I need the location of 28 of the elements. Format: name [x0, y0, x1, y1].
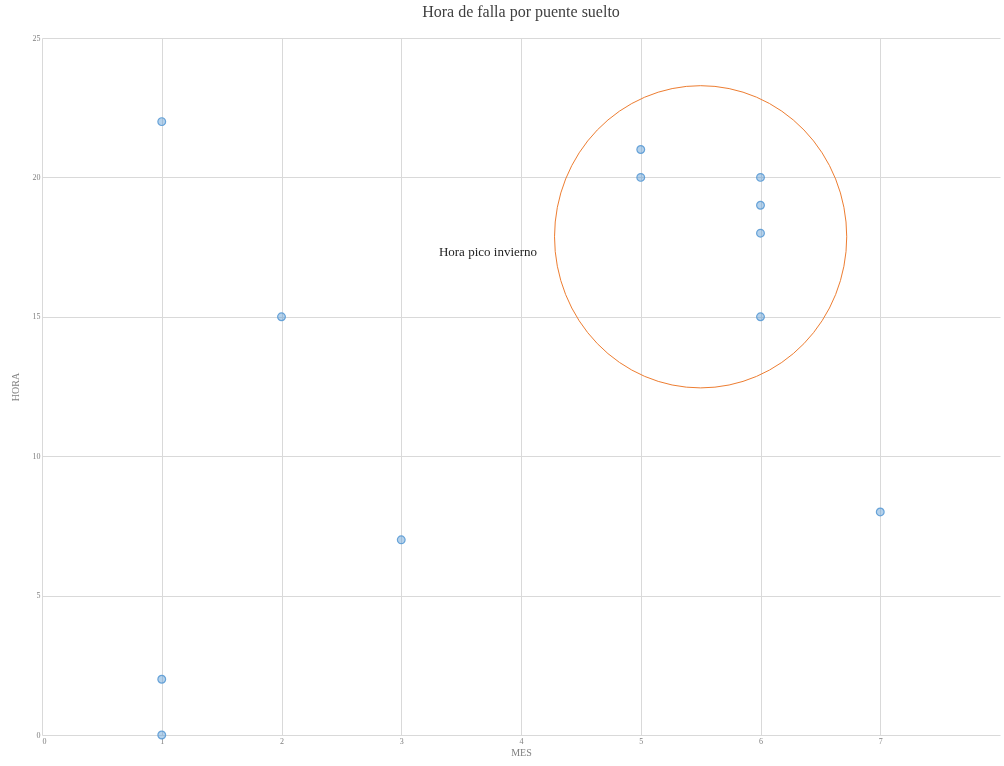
x-tick-label: 5	[639, 736, 644, 746]
point	[157, 674, 167, 684]
chart-title: Hora de falla por puente suelto	[422, 3, 620, 21]
y-tick-label: 15	[32, 312, 41, 322]
point	[157, 730, 167, 740]
point	[636, 145, 646, 154]
point	[756, 200, 765, 210]
point	[157, 117, 167, 127]
y-tick-label: 10	[32, 451, 41, 461]
x-axis-title: MES	[511, 746, 532, 758]
x-tick-label: 1	[160, 736, 165, 746]
point	[756, 312, 765, 322]
y-tick-label: 25	[32, 33, 41, 43]
point	[277, 312, 286, 322]
x-tick-label: 7	[878, 736, 883, 746]
point	[875, 507, 885, 517]
y-axis-title: HORA	[9, 372, 21, 402]
x-tick-label: 4	[519, 736, 524, 746]
point	[756, 172, 765, 182]
x-tick-label: 6	[759, 736, 763, 746]
point	[396, 535, 406, 545]
x-tick-label: 3	[399, 736, 404, 746]
x-tick-label: 2	[280, 736, 284, 746]
point	[756, 228, 765, 238]
y-tick-label: 20	[32, 172, 41, 182]
y-tick-label: 5	[36, 591, 41, 601]
annotation: Hora pico invierno	[438, 244, 538, 259]
point	[636, 172, 646, 182]
